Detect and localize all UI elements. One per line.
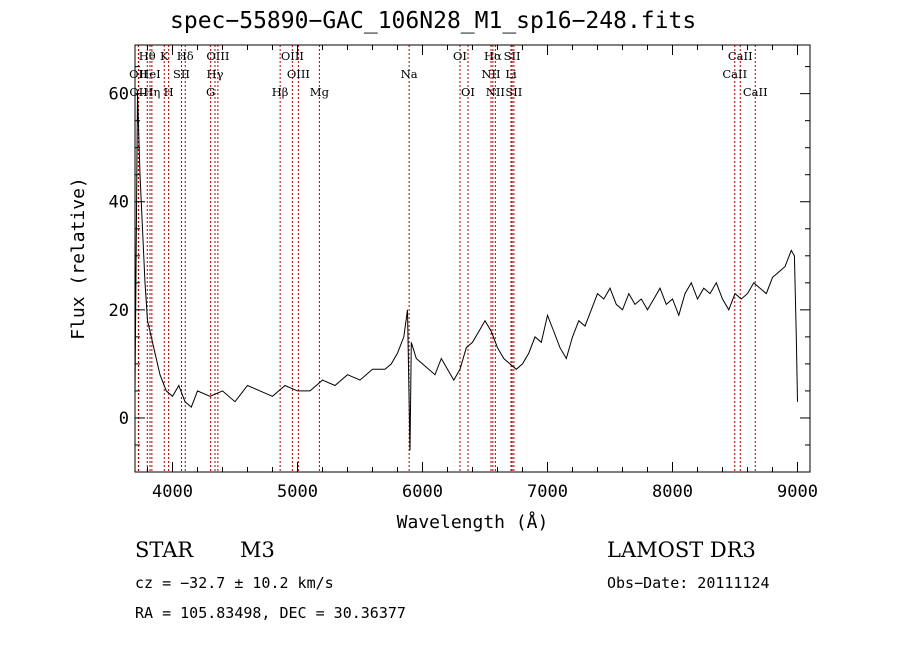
line-label: Hα — [484, 49, 502, 63]
object-subclass: M3 — [240, 538, 275, 562]
axis-ticks — [135, 45, 810, 472]
line-label: OIII — [287, 67, 310, 81]
x-axis-label: Wavelength (Å) — [397, 511, 549, 533]
line-label: OIII — [281, 49, 304, 63]
survey-name: LAMOST DR3 — [607, 538, 756, 562]
y-tick-label: 20 — [109, 301, 129, 321]
chart-title: spec−55890−GAC_106N28_M1_sp16−248.fits — [170, 8, 697, 34]
line-label: Na — [401, 67, 418, 81]
plot-frame — [134, 44, 811, 473]
line-label: HeI — [139, 67, 160, 81]
line-label: Hη — [143, 85, 160, 99]
line-label: SII — [504, 49, 521, 63]
line-label: K — [160, 49, 169, 63]
axis-tick-labels: 4000 5000 6000 7000 8000 9000 0 20 40 60 — [109, 85, 818, 502]
line-label: H — [164, 85, 174, 99]
object-class: STAR — [135, 538, 194, 562]
y-tick-label: 0 — [119, 409, 129, 429]
x-tick-label: 4000 — [152, 482, 193, 502]
line-label: NII — [486, 85, 505, 99]
y-axis-label: Flux (relative) — [68, 177, 89, 340]
line-label: Hθ — [139, 49, 156, 63]
line-label: OI — [453, 49, 467, 63]
line-label: G — [206, 85, 215, 99]
obs-date: Obs−Date: 20111124 — [607, 574, 770, 592]
coordinates: RA = 105.83498, DEC = 30.36377 — [135, 604, 406, 622]
line-label: OII — [129, 85, 148, 99]
line-label: Hβ — [272, 85, 289, 99]
x-tick-label: 9000 — [777, 482, 818, 502]
line-label: CaII — [743, 85, 768, 99]
x-tick-label: 8000 — [652, 482, 693, 502]
x-tick-label: 5000 — [277, 482, 318, 502]
spectrum-line — [134, 93, 798, 451]
line-label: OII — [129, 67, 148, 81]
line-label: Mg — [310, 85, 330, 99]
line-label: NII — [481, 67, 500, 81]
line-label: Hγ — [207, 67, 224, 81]
line-label: OI — [461, 85, 475, 99]
y-tick-label: 40 — [109, 193, 129, 213]
line-label: CaII — [722, 67, 747, 81]
line-label: CaII — [728, 49, 753, 63]
x-tick-label: 7000 — [527, 482, 568, 502]
line-markers — [137, 45, 756, 472]
x-tick-label: 6000 — [402, 482, 443, 502]
line-label: SII — [505, 85, 522, 99]
line-label: OIII — [206, 49, 229, 63]
line-label: Li — [505, 67, 517, 81]
redshift-text: cz = −32.7 ± 10.2 km/s — [135, 574, 334, 592]
y-tick-label: 60 — [109, 85, 129, 105]
line-label: SII — [173, 67, 190, 81]
line-label: Hδ — [177, 49, 194, 63]
